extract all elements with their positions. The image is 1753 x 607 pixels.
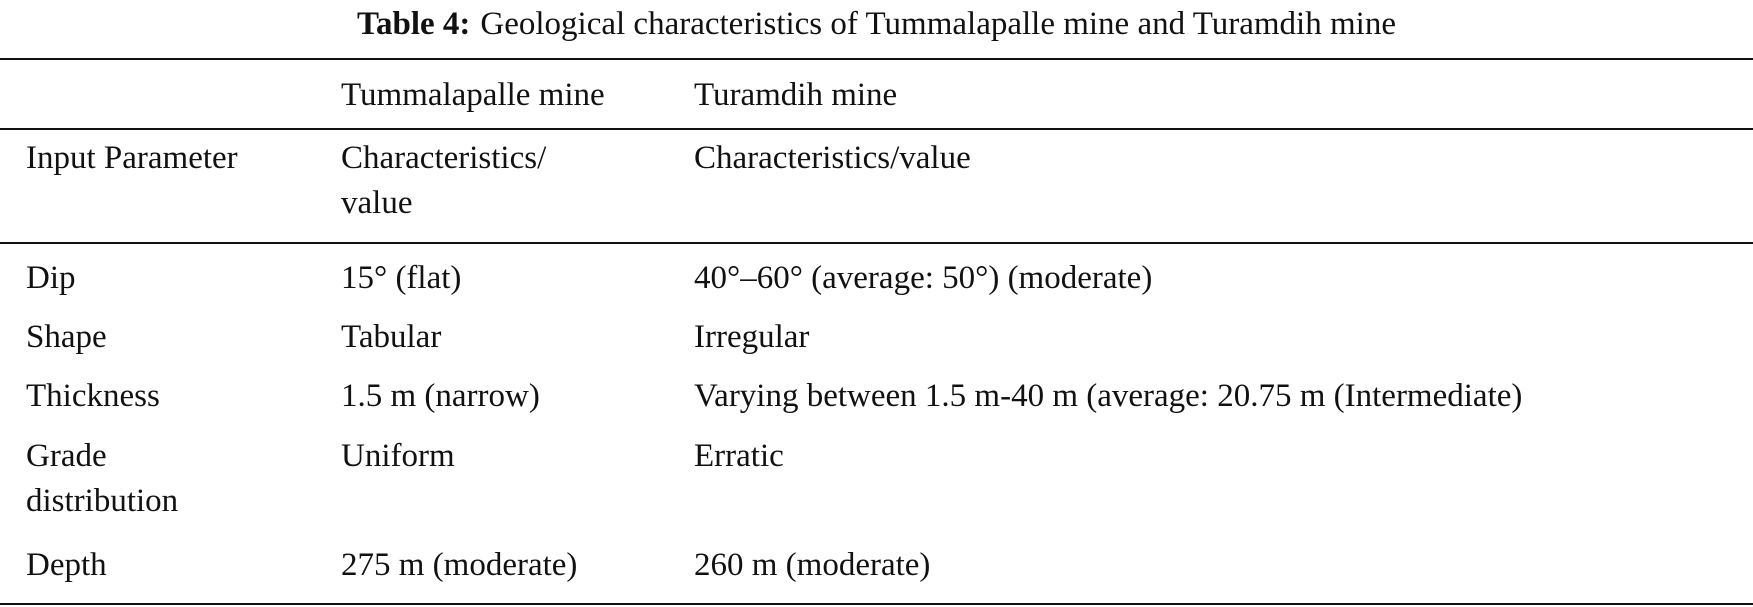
row-shape-turamdih: Irregular (694, 319, 810, 355)
row-thickness-label: Thickness (26, 378, 160, 414)
row-dip-tummalapalle: 15° (flat) (341, 260, 462, 296)
header-divider (0, 128, 1753, 130)
table-number: Table 4: (357, 6, 471, 42)
bottom-rule (0, 603, 1753, 605)
row-shape-tummalapalle: Tabular (341, 319, 442, 355)
row-thickness-turamdih: Varying between 1.5 m-40 m (average: 20.… (694, 378, 1523, 414)
body-divider (0, 242, 1753, 244)
row-grade-distribution-tummalapalle: Uniform (341, 438, 455, 474)
header-turamdih: Turamdih mine (694, 77, 898, 113)
row-dip-turamdih: 40°–60° (average: 50°) (moderate) (694, 260, 1153, 296)
header-tummalapalle: Tummalapalle mine (341, 77, 605, 113)
header-input-parameter: Input Parameter (26, 140, 238, 176)
table-title: Geological characteristics of Tummalapal… (480, 6, 1396, 42)
row-grade-distribution-label: Grade distribution (26, 438, 179, 519)
row-dip-label: Dip (26, 260, 76, 296)
header-characteristics-value-1: Characteristics/ value (341, 140, 547, 221)
row-depth-label: Depth (26, 547, 107, 583)
table-caption: Table 4: Geological characteristics of Tu… (0, 4, 1753, 44)
row-grade-distribution-turamdih: Erratic (694, 438, 784, 474)
row-depth-turamdih: 260 m (moderate) (694, 547, 931, 583)
row-thickness-tummalapalle: 1.5 m (narrow) (341, 378, 540, 414)
header-characteristics-value-2: Characteristics/value (694, 140, 971, 176)
row-depth-tummalapalle: 275 m (moderate) (341, 547, 578, 583)
row-shape-label: Shape (26, 319, 107, 355)
top-rule (0, 58, 1753, 60)
